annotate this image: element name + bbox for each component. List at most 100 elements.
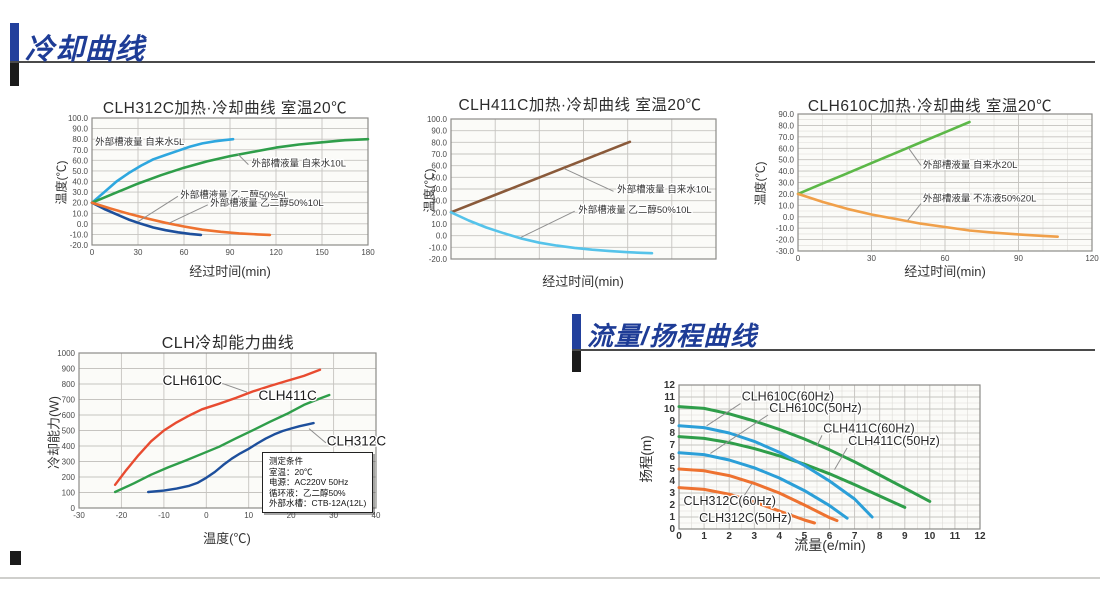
measurement-conditions-box: 测定条件 室温：20℃ 电源：AC220V 50Hz 循环液：乙二醇50% 外部… — [262, 452, 374, 513]
curve-外部槽液量 乙二醇50%10L — [90, 201, 272, 237]
chart-title: CLH312C加热·冷却曲线 室温20℃ — [102, 100, 348, 117]
y-tick-label: 90.0 — [431, 127, 447, 136]
y-tick-label: 30.0 — [72, 188, 88, 197]
curve-label: CLH610C — [163, 373, 223, 388]
section-accent-bar — [572, 314, 581, 350]
x-tick-label: 60 — [180, 248, 189, 257]
curve-label: 外部槽液量 乙二醇50%10L — [210, 197, 324, 209]
y-tick-label: 0.0 — [436, 232, 448, 241]
plot-clh411c: 外部槽液量 自来水10L 外部槽液量 乙二醇50%10L 100.0 90.0 80.0… — [427, 115, 717, 264]
cond-line: 循环液：乙二醇50% — [269, 487, 346, 498]
x-tick-label: 30 — [329, 511, 338, 520]
page-corner-mark — [10, 551, 21, 565]
curve-外部槽液量 乙二醇50%5L — [90, 201, 203, 237]
y-tick-label: 10 — [664, 404, 676, 415]
y-tick-label: 30.0 — [778, 179, 794, 188]
x-tick-label: 0 — [796, 254, 801, 263]
y-tick-label: -20.0 — [776, 236, 795, 245]
y-tick-label: 80.0 — [431, 138, 447, 147]
curve-label: 外部槽液量 自来水10L — [252, 158, 347, 170]
chart-title: CLH411C加热·冷却曲线 室温20℃ — [458, 97, 702, 114]
x-tick-label: 2 — [726, 531, 732, 542]
curve-label: CLH411C(60Hz) — [823, 421, 914, 435]
y-tick-label: 0.0 — [77, 220, 89, 229]
label-leader-line — [520, 210, 575, 238]
curve-CLH610C(50Hz) — [677, 451, 849, 520]
y-tick-label: 20.0 — [431, 208, 447, 217]
y-tick-label: 7 — [669, 440, 675, 451]
y-tick-label: 8 — [669, 428, 675, 439]
label-leader-line — [137, 195, 179, 223]
plot-border — [91, 117, 369, 246]
curve-label: 外部槽液量 自来水20L — [923, 159, 1018, 171]
y-tick-label: 0.0 — [783, 213, 795, 222]
label-leader-line — [563, 168, 614, 192]
curve-外部槽液量 自来水5L — [90, 137, 235, 204]
curve-CLH610C — [113, 368, 322, 487]
label-leader-line — [308, 428, 327, 444]
x-tick-label: 30 — [134, 248, 143, 257]
y-tick-label: 10.0 — [778, 201, 794, 210]
curve-label: 外部槽液量 自来水5L — [95, 136, 184, 148]
y-tick-label: 20.0 — [72, 199, 88, 208]
x-tick-label: 10 — [924, 531, 936, 542]
x-tick-label: 7 — [852, 531, 858, 542]
curve-外部槽液量 自来水10L — [449, 140, 632, 214]
section-rule — [572, 349, 1095, 351]
y-tick-label: 1 — [669, 512, 675, 523]
x-axis-label: 经过时间(min) — [542, 274, 624, 289]
curve-label: CLH312C(60Hz) — [684, 494, 776, 508]
y-tick-label: 100 — [62, 489, 76, 498]
y-tick-label: 80.0 — [778, 121, 794, 130]
cond-line: 外部水槽：CTB-12A(12L) — [269, 498, 367, 508]
label-leader-line — [706, 403, 741, 427]
curve-CLH411C — [113, 393, 331, 494]
y-tick-label: 12 — [664, 380, 676, 391]
y-tick-label: 60.0 — [778, 144, 794, 153]
y-tick-label: 500 — [62, 427, 76, 436]
curve-label: CLH610C(50Hz) — [769, 401, 861, 415]
y-tick-label: 90.0 — [72, 125, 88, 134]
y-tick-label: 0 — [669, 524, 675, 535]
y-tick-label: 60.0 — [72, 156, 88, 165]
y-tick-label: 900 — [62, 365, 76, 374]
y-tick-label: 800 — [62, 380, 76, 389]
x-tick-label: 0 — [90, 248, 95, 257]
plot-flow-head: CLH610C(60Hz)CLH610C(50Hz)CLH411C(60Hz)C… — [664, 380, 986, 542]
section-title: 冷却曲线 — [25, 34, 146, 66]
y-tick-label: -10.0 — [776, 224, 795, 233]
x-tick-label: 5 — [802, 531, 808, 542]
chart-title: CLH冷却能力曲线 — [161, 335, 295, 352]
x-tick-label: 20 — [287, 511, 296, 520]
x-tick-label: 120 — [1085, 254, 1099, 263]
x-tick-label: -20 — [116, 511, 128, 520]
x-tick-label: 90 — [1014, 254, 1023, 263]
x-tick-label: 6 — [827, 531, 833, 542]
x-axis-label: 经过时间(min) — [189, 264, 271, 279]
x-tick-label: 10 — [244, 511, 253, 520]
x-tick-label: 150 — [315, 248, 329, 257]
label-leader-line — [237, 153, 249, 165]
curve-label: 外部槽液量 乙二醇50%10L — [578, 204, 692, 216]
y-tick-label: 40.0 — [778, 167, 794, 176]
x-axis-label: 流量(e/min) — [794, 537, 866, 553]
y-tick-label: 80.0 — [72, 135, 88, 144]
y-tick-label: 40.0 — [431, 185, 447, 194]
x-tick-label: 90 — [226, 248, 235, 257]
section-rule — [10, 61, 1095, 63]
y-tick-label: -10.0 — [70, 230, 89, 239]
section-title: 流量/扬程曲线 — [587, 321, 758, 351]
section-accent-bar — [10, 23, 19, 63]
plot-border — [78, 352, 377, 509]
label-leader-line — [782, 512, 793, 519]
y-tick-label: 100.0 — [427, 115, 448, 124]
page-edge-line — [0, 577, 1100, 579]
curve-外部槽液量 自来水20L — [796, 120, 971, 196]
curve-label: 外部槽液量 自来水10L — [617, 184, 712, 196]
curve-CLH411C(60Hz) — [677, 405, 932, 503]
curve-label: 外部槽液量 不冻液50%20L — [923, 192, 1037, 204]
y-tick-label: 9 — [669, 416, 675, 427]
curve-外部槽液量 乙二醇50%10L — [449, 211, 654, 255]
label-leader-line — [307, 397, 317, 402]
x-tick-label: 3 — [752, 531, 758, 542]
